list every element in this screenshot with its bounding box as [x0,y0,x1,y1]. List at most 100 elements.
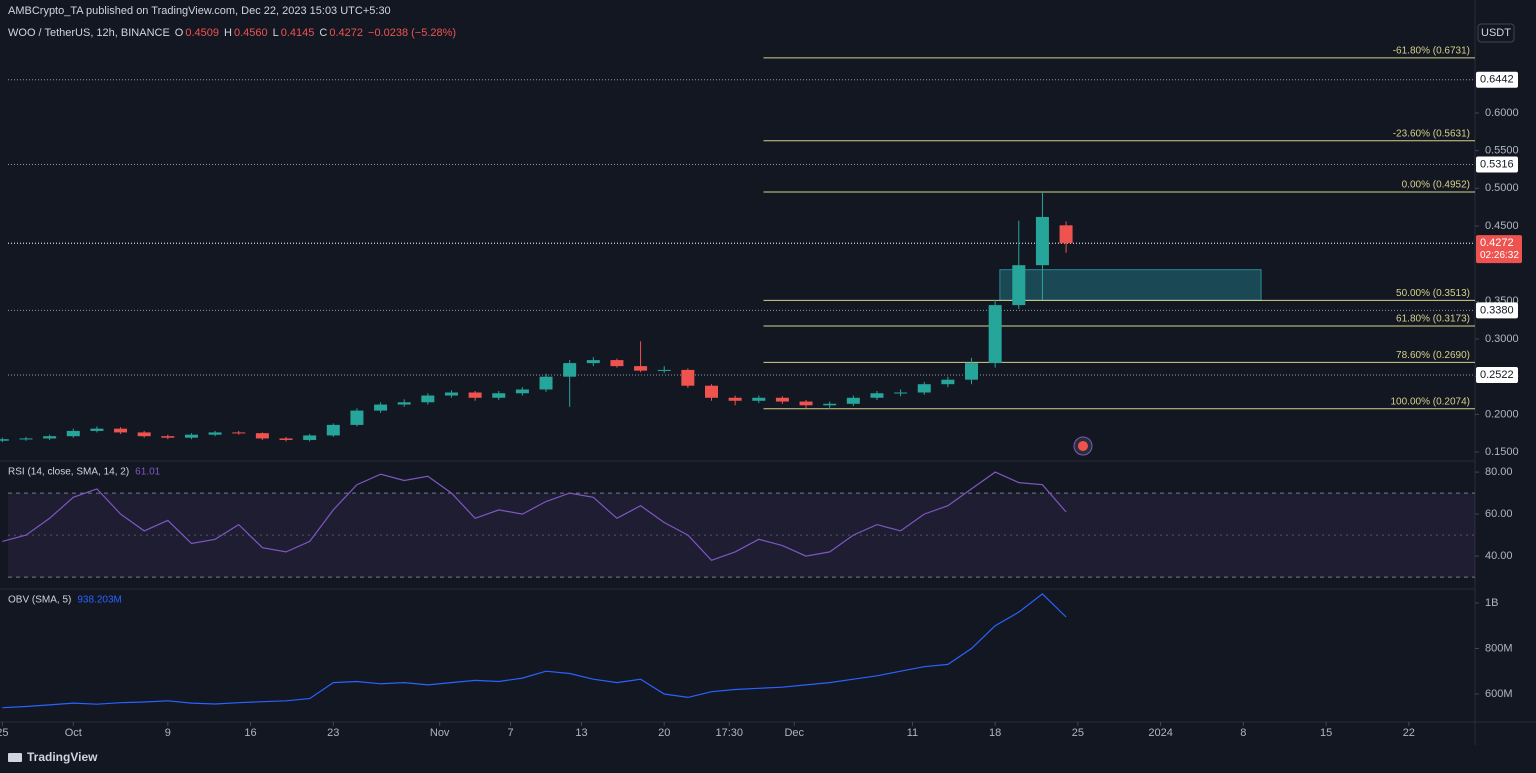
candle-body [988,305,1002,364]
x-tick-label: 8 [1240,727,1246,739]
candle-body [468,392,482,398]
footer-brand: TradingView [27,750,98,764]
logo [8,753,22,762]
publish-note: AMBCrypto_TA published on TradingView.co… [8,5,391,17]
candle-body [515,389,529,394]
x-tick-label: 20 [658,727,670,739]
candle-body [1012,265,1026,306]
candle-body [965,363,979,380]
candle-body [657,369,671,371]
ohlc-name: H [224,27,232,39]
fib-label: 0.00% (0.4952) [1402,180,1470,191]
ohlc-name: O [175,27,184,39]
candle-body [279,438,293,440]
candle-body [752,397,766,401]
event-icon[interactable] [1073,436,1093,456]
candle-body [894,392,908,394]
candle-body [66,430,80,437]
candle-body [704,385,718,398]
footer [0,745,1536,773]
x-tick-label: Nov [430,727,450,739]
candle-body [586,360,600,364]
candle-body [208,432,222,435]
x-tick-label: 22 [1403,727,1415,739]
candle-body [775,397,789,402]
candle-body [563,363,577,377]
currency[interactable]: USDT [1481,27,1511,39]
indicator-value: 61.01 [135,467,160,478]
x-tick-label: 17:30 [715,727,743,739]
x-tick-label: 16 [244,727,256,739]
x-tick-label: 18 [989,727,1001,739]
candle-body [421,395,435,403]
y-tick-label: 60.00 [1485,508,1513,520]
candle-body [161,436,175,438]
candle-body [846,397,860,404]
fib-label: 100.00% (0.2074) [1390,396,1470,407]
indicator-line [2,471,1067,561]
x-tick-label: 13 [575,727,587,739]
ohlc-change: −0.0238 (−5.28%) [368,27,456,39]
fib-label: -23.60% (0.5631) [1393,128,1470,139]
y-tick-label: 1B [1485,597,1498,609]
ohlc-name: C [319,27,327,39]
x-tick-label: 25 [0,727,8,739]
candle-body [681,369,695,386]
y-tick-label: 0.5500 [1485,145,1519,157]
x-tick-label: 9 [165,727,171,739]
candle-body [114,428,128,433]
x-tick-label: 2024 [1148,727,1172,739]
countdown: 02:26:32 [1480,250,1519,261]
x-tick-label: Dec [784,727,804,739]
candle-body [326,424,340,436]
candle-body [799,401,813,406]
x-tick-label: 23 [327,727,339,739]
x-tick-label: 7 [508,727,514,739]
candle-body [397,402,411,405]
indicator-title: OBV (SMA, 5) [8,595,71,606]
y-tick-label: 0.6000 [1485,107,1519,119]
ohlc-name: L [273,27,279,39]
y-tick-label: 0.4500 [1485,220,1519,232]
candle-body [1059,225,1073,244]
indicator-title: RSI (14, close, SMA, 14, 2) [8,467,129,478]
indicator-value: 938.203M [77,595,121,606]
x-tick-label: 25 [1072,727,1084,739]
candle-body [917,384,931,393]
y-tick-label: 0.5000 [1485,182,1519,194]
fib-label: 50.00% (0.3513) [1396,288,1470,299]
candle-body [255,433,269,439]
level-label: 0.2522 [1480,369,1514,381]
candle-body [610,360,624,367]
level-box [1476,156,1518,173]
level-label: 0.5316 [1480,158,1514,170]
candle-body [941,379,955,385]
y-tick-label: 0.2000 [1485,408,1519,420]
level-box [1476,71,1518,88]
candle-body [823,403,837,406]
level-box [1476,367,1518,384]
candle-body [184,434,198,438]
fib-label: 78.60% (0.2690) [1396,350,1470,361]
currency-box[interactable] [1477,23,1515,43]
candle-body [492,393,506,398]
ohlc-value: 0.4509 [185,27,219,39]
y-tick-label: 40.00 [1485,550,1513,562]
indicator-line [2,593,1067,709]
fib-label: -61.80% (0.6731) [1393,46,1470,57]
candle-body [634,366,648,371]
candle-body [374,404,388,411]
candle-body [539,376,553,390]
candle-body [870,393,884,398]
candle-body [303,435,317,440]
order-block-zone [999,269,1262,301]
x-tick-label: Oct [65,727,82,739]
ohlc-value: 0.4145 [281,27,315,39]
ohlc-value: 0.4272 [329,27,363,39]
level-box [1476,302,1518,319]
y-tick-label: 0.1500 [1485,446,1519,458]
y-tick-label: 600M [1485,688,1513,700]
last-price-box [1476,235,1522,264]
candle-body [728,397,742,401]
